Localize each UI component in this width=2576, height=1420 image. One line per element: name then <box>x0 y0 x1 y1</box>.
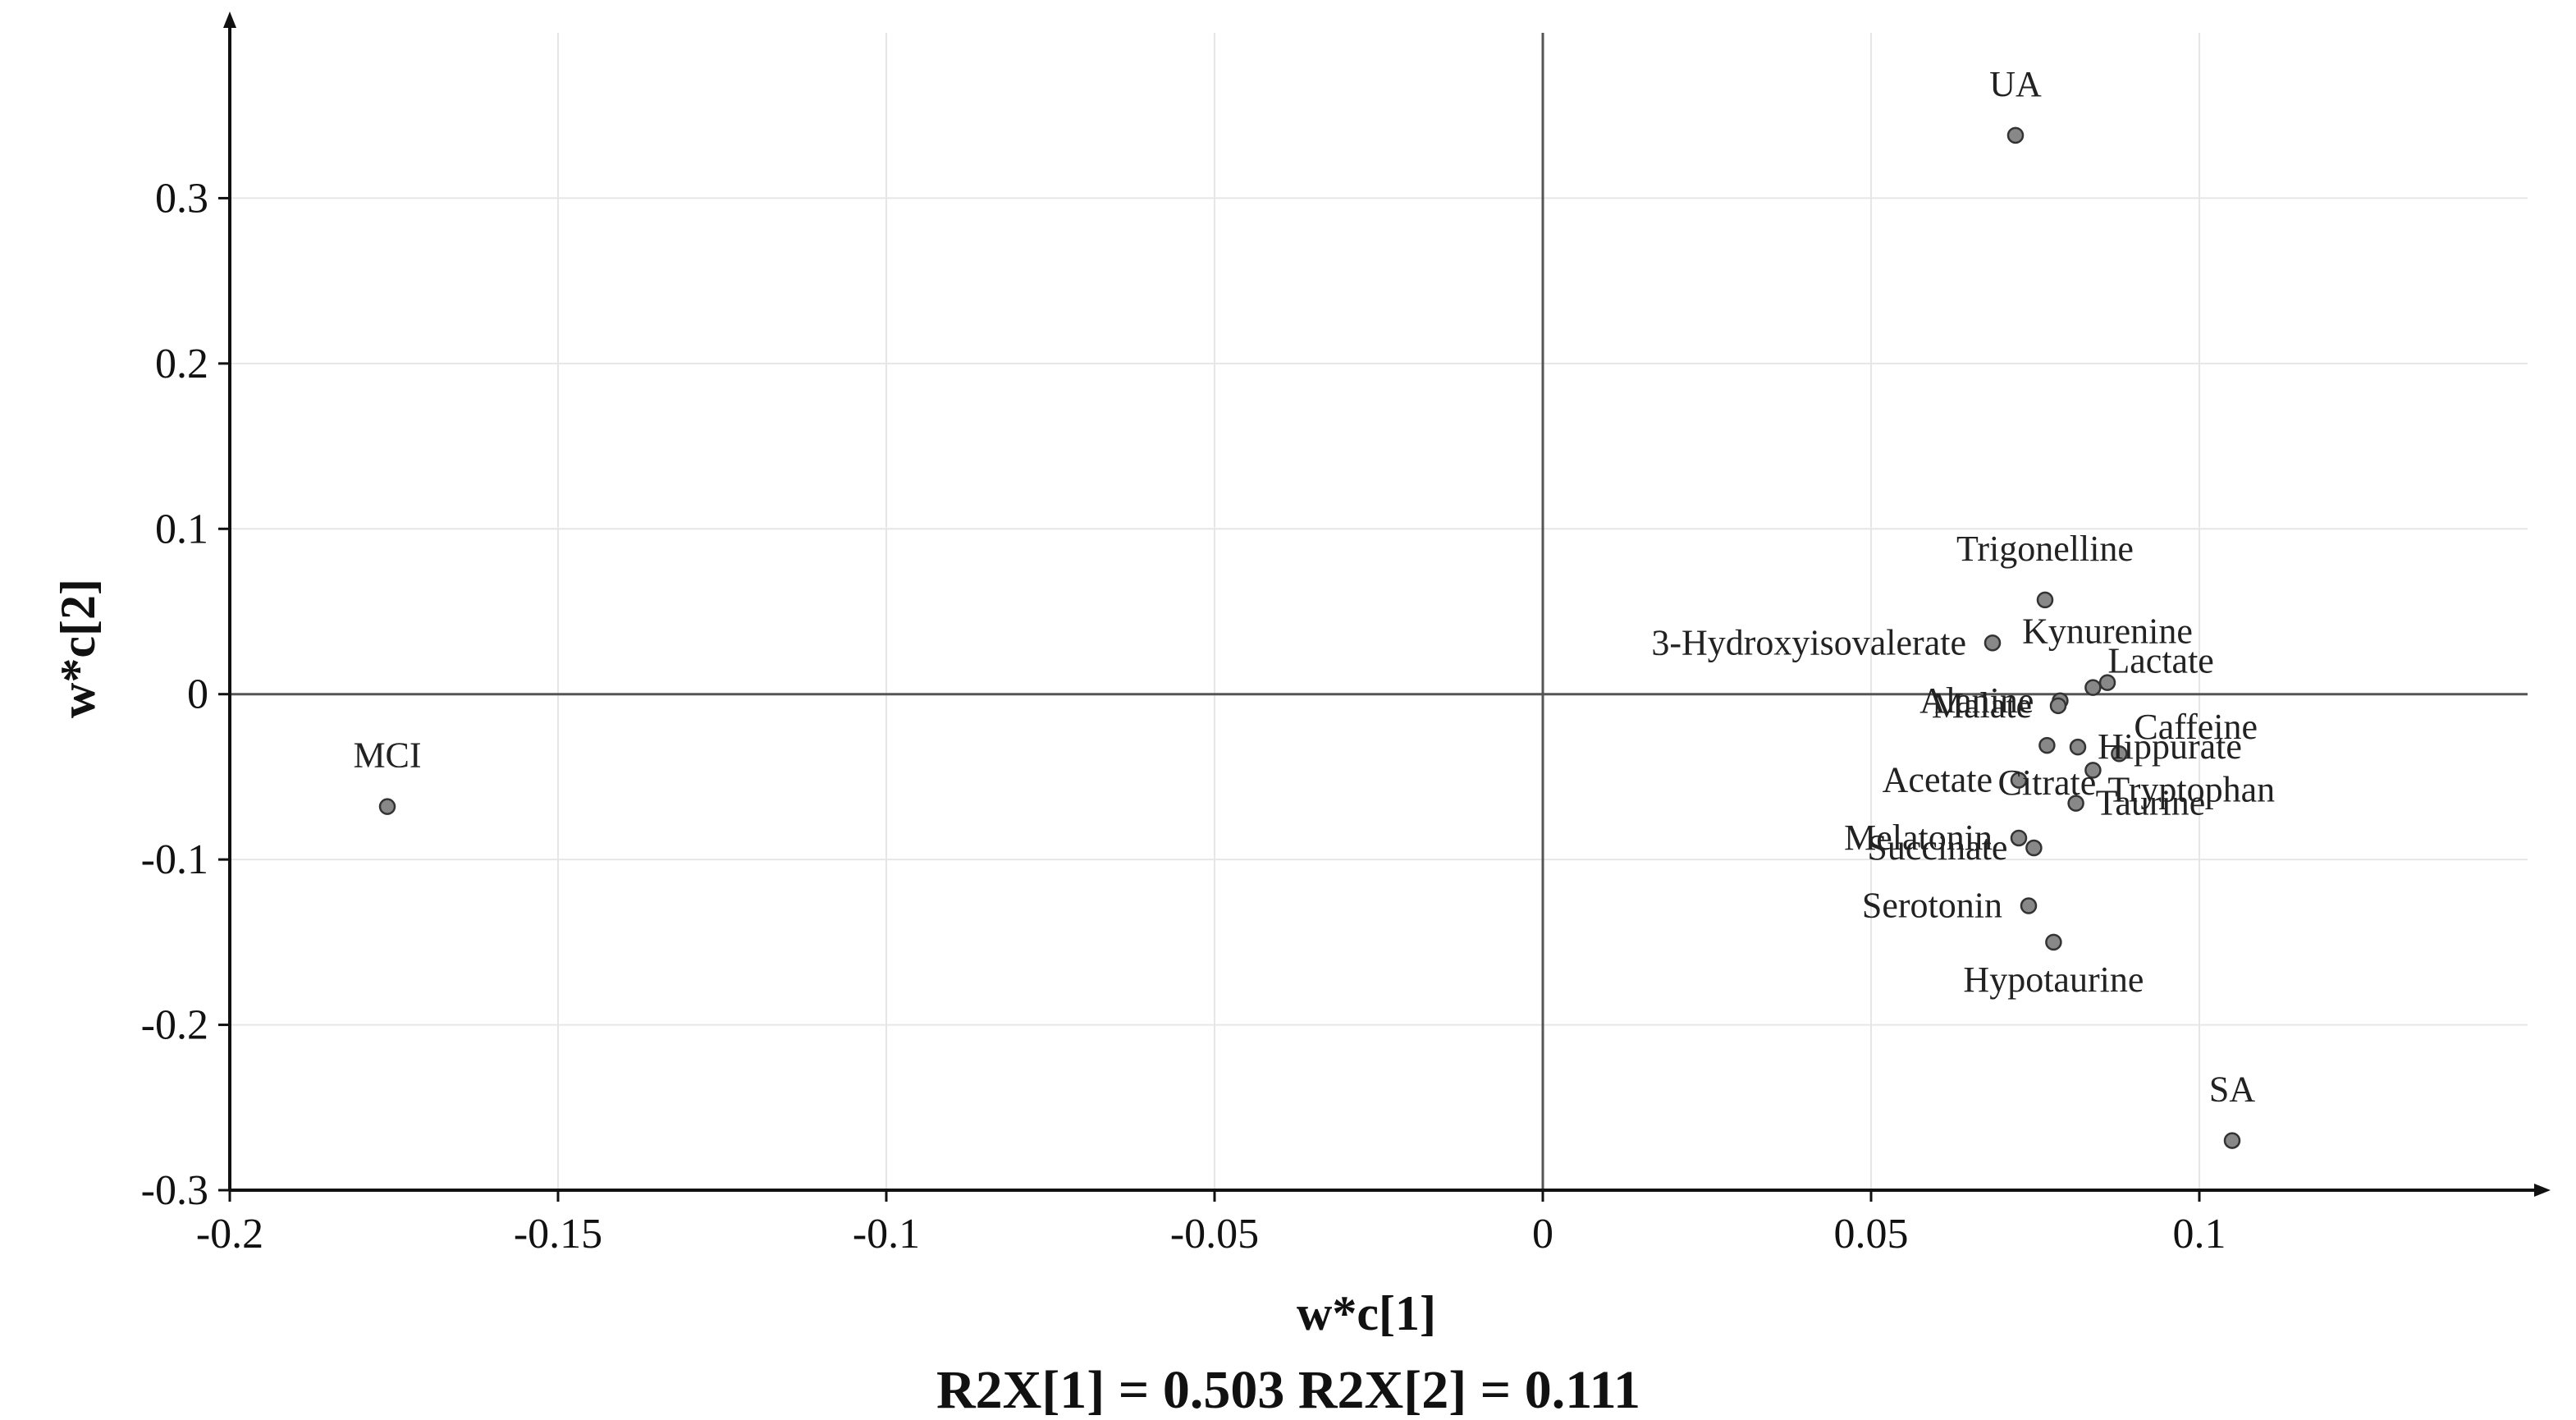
point-melatonin <box>2010 829 2028 847</box>
point-malate <box>2049 697 2067 715</box>
point-tryptophan <box>2084 762 2102 779</box>
label-serotonin: Serotonin <box>1862 886 2002 926</box>
label-kynurenine: Kynurenine <box>2022 612 2193 652</box>
x-tick-label: -0.2 <box>196 1211 263 1257</box>
reference-lines <box>230 33 2528 1190</box>
y-axis-title: w*c[2] <box>51 579 105 718</box>
label-malate: Malate <box>1932 685 2032 726</box>
x-tick-label: 0 <box>1532 1211 1553 1257</box>
label-succinate: Succinate <box>1867 827 2007 868</box>
r2x-summary: R2X[1] = 0.503 R2X[2] = 0.111 <box>936 1360 1640 1420</box>
y-tick-label: 0.1 <box>155 506 208 552</box>
label-alanine: Alanine <box>1919 680 2034 721</box>
y-tick-label: -0.1 <box>141 836 208 883</box>
label-lactate: Lactate <box>2107 641 2213 681</box>
y-axis-arrow <box>223 11 236 28</box>
point-trigonelline <box>2036 591 2054 609</box>
y-tick-label: 0.3 <box>155 175 208 222</box>
point-caffeine <box>2111 744 2128 763</box>
label-trigonelline: Trigonelline <box>1956 529 2134 569</box>
label-hypotaurine: Hypotaurine <box>1963 960 2144 1000</box>
x-axis-arrow <box>2534 1184 2551 1197</box>
point-acetate <box>2010 772 2028 789</box>
x-tick-label: -0.15 <box>514 1211 602 1257</box>
point-mci <box>378 798 396 815</box>
label-hippurate: Hippurate <box>2098 726 2242 767</box>
y-axis-ticks: -0.3 -0.2 -0.1 0 0.1 0.2 0.3 <box>141 175 230 1214</box>
point-sa <box>2223 1132 2241 1149</box>
y-tick-label: 0.2 <box>155 341 208 387</box>
x-tick-label: 0.05 <box>1834 1211 1909 1257</box>
point-hippurate <box>2069 738 2087 756</box>
point-hypotaurine <box>2045 933 2062 951</box>
point-lactate <box>2084 679 2102 696</box>
label-citrate: Citrate <box>1998 763 2097 803</box>
y-tick-label: -0.3 <box>141 1167 208 1214</box>
axes <box>223 11 2551 1197</box>
label-melatonin: Melatonin <box>1844 818 1993 858</box>
y-tick-label: 0 <box>187 671 208 718</box>
x-axis-ticks: -0.2 -0.15 -0.1 -0.05 0 0.05 0.1 <box>196 1190 2226 1257</box>
x-tick-label: -0.1 <box>853 1211 920 1257</box>
label-ua: UA <box>1989 64 2042 104</box>
point-kynurenine <box>2098 674 2116 691</box>
x-tick-label: 0.1 <box>2173 1211 2226 1257</box>
y-tick-label: -0.2 <box>141 1002 208 1049</box>
x-axis-title: w*c[1] <box>1297 1286 1436 1340</box>
point-3-hydroxyisovalerate <box>1983 634 2002 652</box>
point-labels: UA MCI SA Trigonelline 3-Hydroxyisovalerate L… <box>353 64 2275 1110</box>
point-taurine <box>2067 795 2084 812</box>
data-points <box>378 126 2241 1149</box>
label-mci: MCI <box>353 735 421 776</box>
point-ua <box>2006 126 2025 144</box>
label-tryptophan: Tryptophan <box>2107 769 2275 809</box>
x-tick-label: -0.05 <box>1170 1211 1259 1257</box>
label-taurine: Taurine <box>2096 783 2206 823</box>
label-acetate: Acetate <box>1883 759 1993 799</box>
label-caffeine: Caffeine <box>2134 707 2258 747</box>
point-citrate <box>2038 736 2056 754</box>
label-sa: SA <box>2209 1070 2255 1110</box>
point-serotonin <box>2020 897 2038 914</box>
point-succinate <box>2025 839 2043 857</box>
label-3-hydroxyisovalerate: 3-Hydroxyisovalerate <box>1651 622 1966 662</box>
